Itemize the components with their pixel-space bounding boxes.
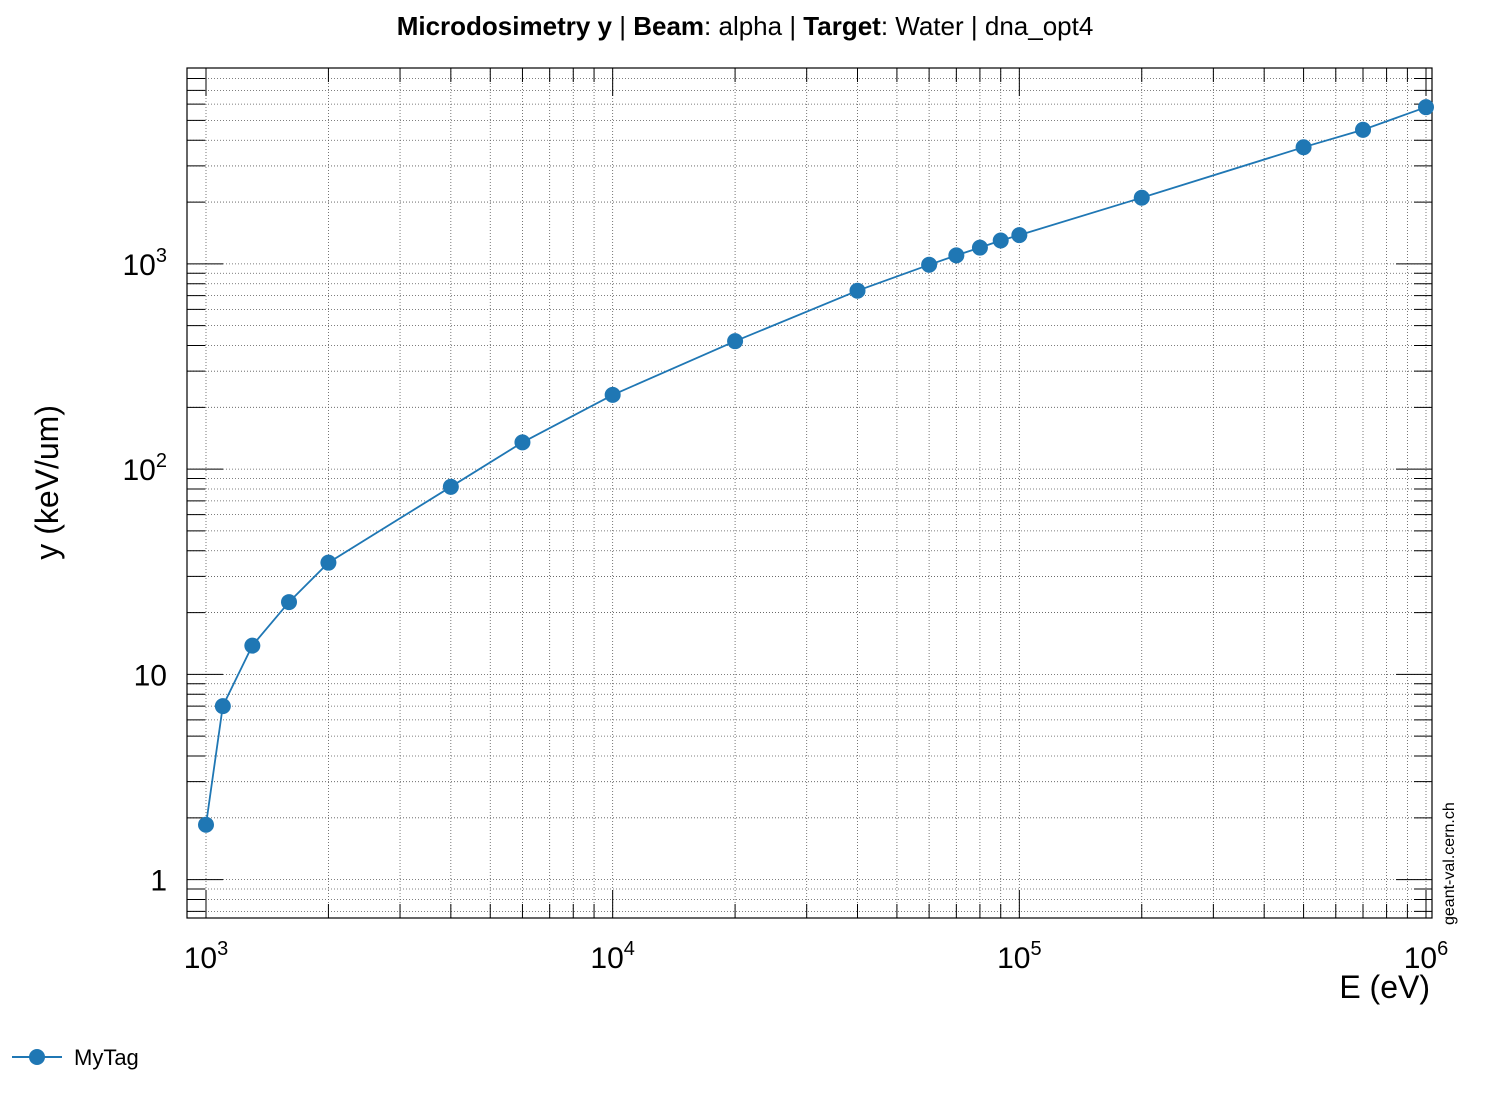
legend: MyTag xyxy=(12,1045,139,1070)
series-group xyxy=(198,99,1434,833)
watermark: geant-val.cern.ch xyxy=(1441,802,1458,925)
data-point xyxy=(849,282,866,299)
x-tick-label: 104 xyxy=(590,938,635,975)
data-point xyxy=(214,698,231,715)
data-point xyxy=(1295,139,1312,156)
tick-labels: 103 104 105 106 1 10 102 103 xyxy=(123,245,1449,975)
legend-label: MyTag xyxy=(74,1045,139,1070)
data-point xyxy=(514,434,531,451)
y-axis-title: y (keV/um) xyxy=(29,405,65,560)
legend-marker xyxy=(29,1049,45,1065)
y-tick-label: 102 xyxy=(123,450,168,487)
y-tick-label: 103 xyxy=(123,245,168,282)
series-line xyxy=(205,106,1427,825)
data-point xyxy=(727,333,744,350)
grid xyxy=(187,67,1432,918)
y-tick-label: 10 xyxy=(134,659,167,692)
x-axis-title: E (eV) xyxy=(1339,969,1430,1005)
y-tick-label: 1 xyxy=(150,865,167,898)
axis-ticks xyxy=(187,67,1432,918)
data-point xyxy=(320,554,337,571)
data-point xyxy=(442,478,459,495)
data-point xyxy=(921,256,938,273)
data-point xyxy=(1133,189,1150,206)
x-tick-label: 105 xyxy=(997,938,1041,975)
data-point xyxy=(604,386,621,403)
x-tick-label: 103 xyxy=(184,938,229,975)
data-point xyxy=(1418,99,1434,116)
data-point xyxy=(198,816,214,833)
data-point xyxy=(1011,227,1028,244)
data-point xyxy=(992,232,1009,249)
data-point xyxy=(244,637,261,654)
data-point xyxy=(281,594,298,611)
data-point xyxy=(971,239,988,256)
plot-frame xyxy=(186,67,1433,919)
data-point xyxy=(948,247,965,264)
x-tick-label: 106 xyxy=(1404,938,1449,975)
data-point xyxy=(1355,121,1372,138)
chart-title: Microdosimetry y | Beam: alpha | Target:… xyxy=(397,11,1094,41)
